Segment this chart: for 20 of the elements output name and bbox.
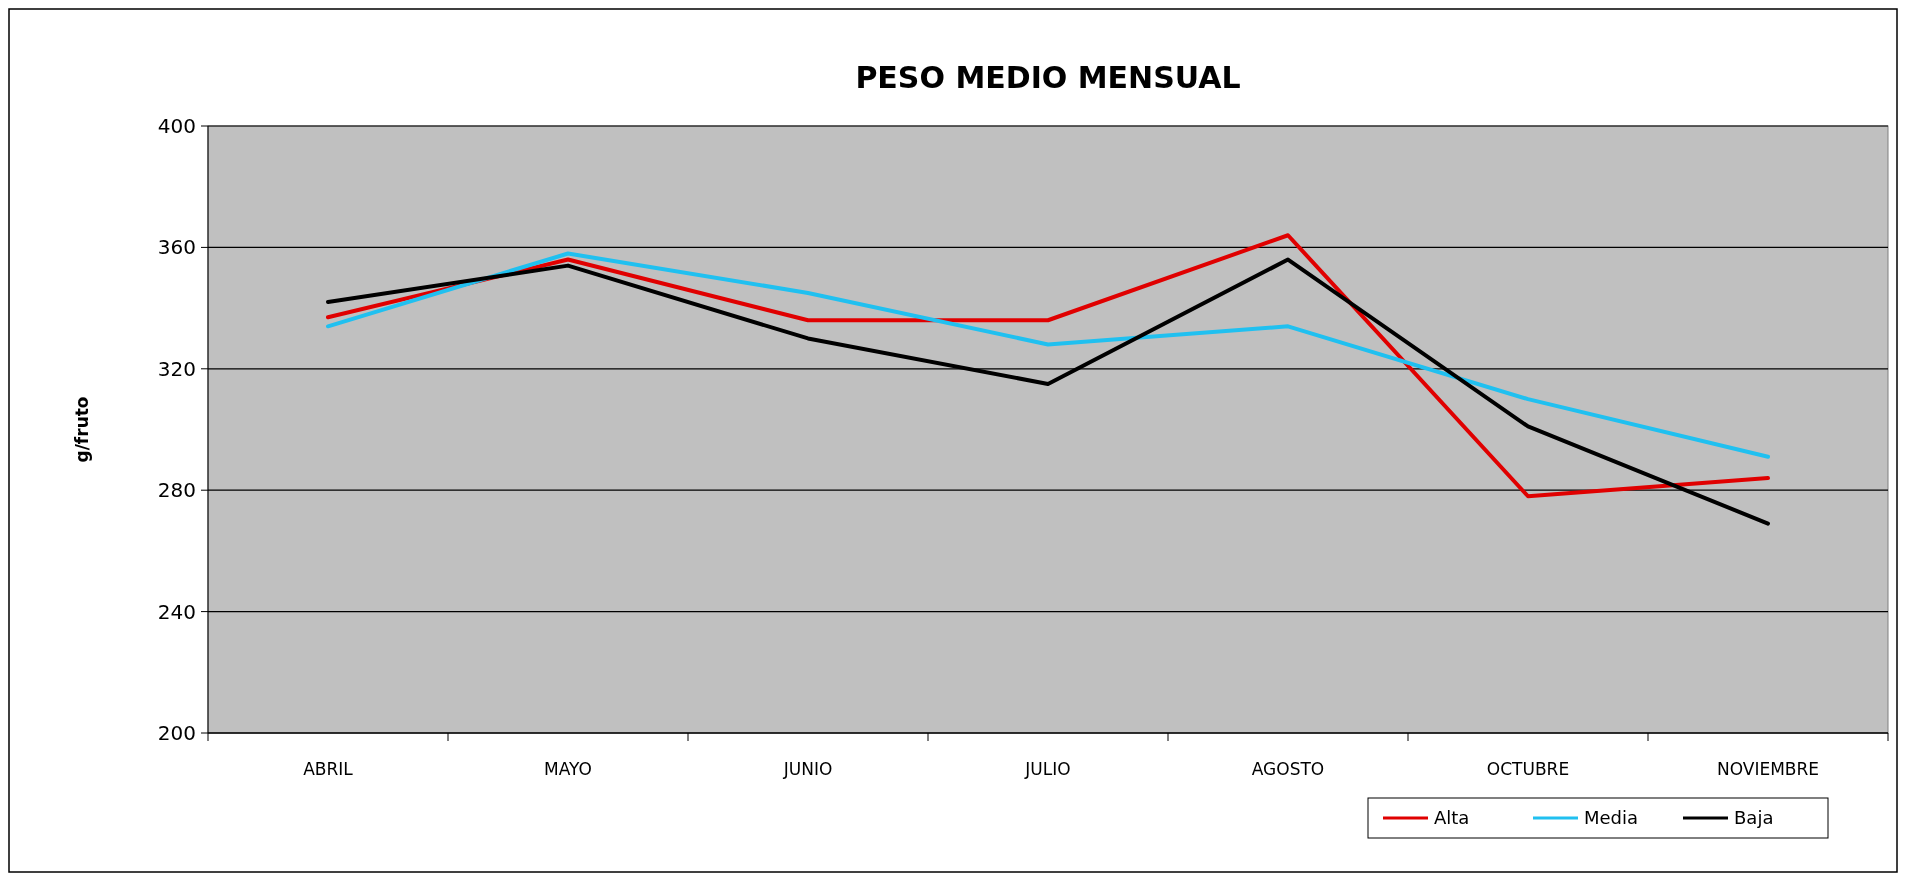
x-tick-label: MAYO xyxy=(544,759,592,779)
y-tick-label: 400 xyxy=(157,114,196,138)
chart-title: PESO MEDIO MENSUAL xyxy=(855,60,1241,95)
legend-label: Alta xyxy=(1434,807,1470,829)
y-tick-label: 320 xyxy=(157,356,196,381)
y-tick-label: 200 xyxy=(157,721,196,745)
x-tick-label: AGOSTO xyxy=(1251,759,1325,779)
legend-label: Media xyxy=(1584,807,1639,829)
y-tick-label: 240 xyxy=(157,599,196,624)
x-tick-label: ABRIL xyxy=(303,759,354,779)
y-axis-title: g/fruto xyxy=(72,396,92,463)
legend-label: Baja xyxy=(1734,807,1774,829)
line-series xyxy=(326,233,1770,499)
line-series xyxy=(326,251,1770,459)
x-tick-label: JUNIO xyxy=(782,759,833,779)
x-tick-label: JULIO xyxy=(1024,759,1071,779)
y-tick-label: 360 xyxy=(157,235,196,260)
y-tick-label: 280 xyxy=(157,478,196,503)
x-tick-label: NOVIEMBRE xyxy=(1716,759,1820,779)
x-tick-label: OCTUBRE xyxy=(1486,759,1570,779)
